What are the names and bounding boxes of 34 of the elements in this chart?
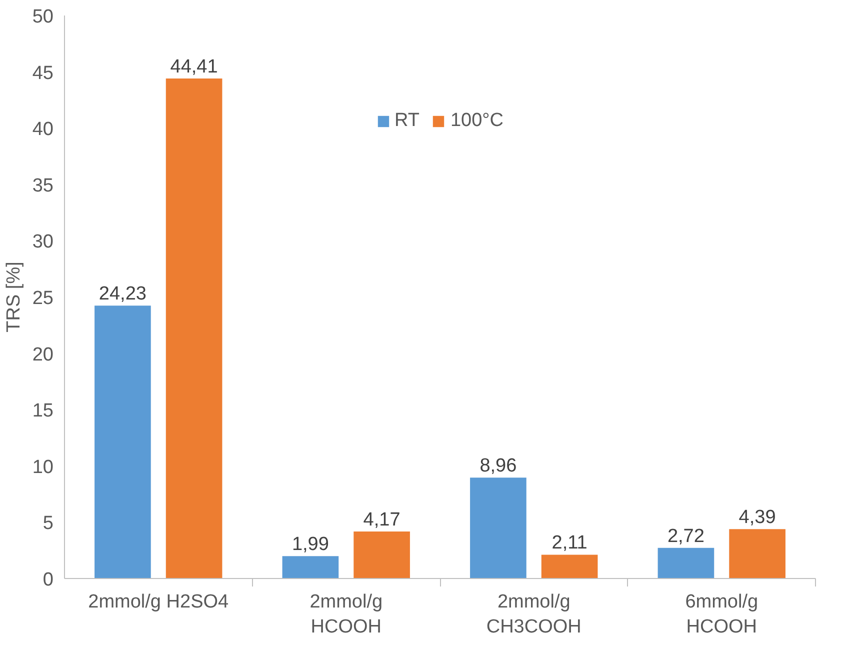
y-tick-label: 50: [32, 6, 54, 28]
y-tick-label: 25: [32, 288, 54, 309]
legend-label: 100°C: [450, 110, 504, 132]
bar: [94, 306, 151, 578]
bar: [166, 78, 222, 578]
data-label: 2,11: [552, 532, 588, 554]
y-tick-label: 45: [32, 62, 54, 84]
bar: [658, 548, 714, 578]
data-label: 44,41: [170, 56, 218, 78]
x-tick-label: 2mmol/g HCOOH: [310, 592, 383, 638]
y-tick-label: 0: [42, 570, 54, 590]
bar: [282, 556, 339, 578]
bar: [541, 554, 598, 578]
legend-label: RT: [394, 110, 420, 132]
data-label: 4,39: [738, 507, 776, 528]
y-tick-label: 20: [32, 344, 54, 366]
y-tick-label: 10: [32, 456, 54, 478]
y-tick-label: 40: [32, 119, 54, 140]
bar: [470, 478, 526, 578]
x-tick-label: 2mmol/g H2SO4: [88, 592, 230, 612]
y-tick-label: 30: [32, 232, 54, 253]
y-tick-label: 15: [32, 400, 54, 422]
data-label: 4,17: [363, 510, 400, 531]
x-tick-label: 6mmol/g HCOOH: [685, 592, 758, 638]
bar: [354, 532, 410, 578]
data-label: 1,99: [292, 534, 329, 556]
bar: [729, 529, 786, 578]
data-label: 2,72: [667, 526, 704, 547]
x-tick-label: 2mmol/g CH3COOH: [486, 592, 582, 638]
data-label: 8,96: [480, 456, 517, 477]
y-tick-label: 35: [32, 175, 54, 196]
y-tick-label: 5: [42, 513, 54, 534]
y-axis-title: TRS [%]: [3, 262, 24, 332]
data-label: 24,23: [98, 284, 146, 305]
